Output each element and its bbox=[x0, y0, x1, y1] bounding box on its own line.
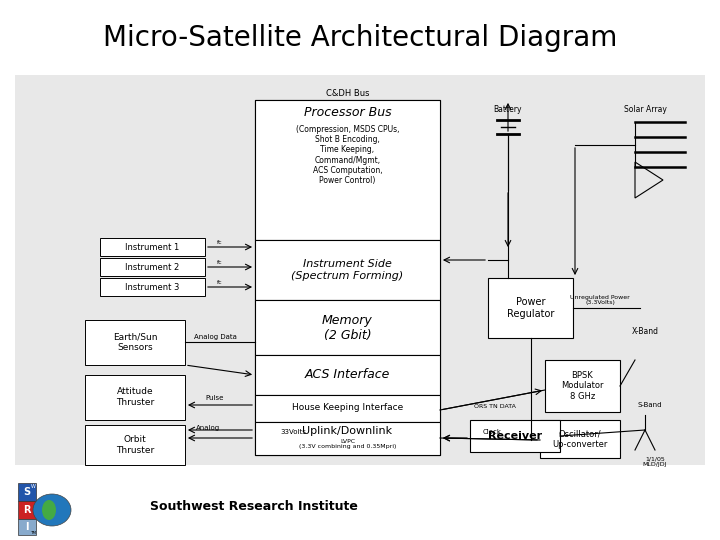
Bar bbox=[255, 395, 440, 422]
Ellipse shape bbox=[33, 494, 71, 526]
Bar bbox=[255, 422, 440, 455]
Text: Power
Regulator: Power Regulator bbox=[507, 297, 554, 319]
Text: X-Band: X-Band bbox=[631, 327, 659, 336]
Text: Instrument Side
(Spectrum Forming): Instrument Side (Spectrum Forming) bbox=[292, 259, 404, 281]
Bar bbox=[540, 420, 620, 458]
Text: Southwest Research Institute: Southwest Research Institute bbox=[150, 501, 358, 514]
Text: Analog Data: Analog Data bbox=[194, 334, 236, 340]
Text: House Keeping Interface: House Keeping Interface bbox=[292, 403, 403, 413]
Text: ORS TN DATA: ORS TN DATA bbox=[474, 404, 516, 409]
Text: Memory
(2 Gbit): Memory (2 Gbit) bbox=[322, 314, 373, 342]
Text: Oscillator/
Up-converter: Oscillator/ Up-converter bbox=[552, 429, 608, 449]
Bar bbox=[15, 75, 705, 465]
Text: S-Band: S-Band bbox=[638, 402, 662, 408]
Text: Attitude
Thruster: Attitude Thruster bbox=[116, 387, 154, 407]
Text: I: I bbox=[25, 522, 29, 532]
Text: 1/1/05
MLD/JDJ: 1/1/05 MLD/JDJ bbox=[643, 457, 667, 468]
Text: Analog: Analog bbox=[196, 425, 220, 431]
Text: TM: TM bbox=[30, 531, 36, 535]
Text: fc: fc bbox=[217, 280, 222, 285]
Bar bbox=[85, 320, 185, 365]
Text: C&DH Bus: C&DH Bus bbox=[325, 89, 369, 98]
Bar bbox=[85, 375, 185, 420]
Text: Instrument 2: Instrument 2 bbox=[125, 262, 179, 272]
Bar bbox=[488, 278, 573, 338]
Bar bbox=[255, 100, 440, 455]
Bar bbox=[255, 240, 440, 300]
Text: fc: fc bbox=[217, 240, 222, 245]
Bar bbox=[18, 483, 36, 501]
Bar bbox=[470, 420, 560, 452]
Text: Processor Bus: Processor Bus bbox=[304, 106, 391, 119]
Bar bbox=[100, 258, 205, 276]
Text: Earth/Sun
Sensors: Earth/Sun Sensors bbox=[113, 332, 157, 352]
Text: LVPC
(3.3V combining and 0.35Mpri): LVPC (3.3V combining and 0.35Mpri) bbox=[299, 438, 396, 449]
Text: Pulse: Pulse bbox=[206, 395, 224, 401]
Text: Battery: Battery bbox=[494, 105, 522, 114]
Text: 33Volts: 33Volts bbox=[280, 429, 306, 435]
Text: W: W bbox=[30, 483, 35, 489]
Text: Micro-Satellite Architectural Diagram: Micro-Satellite Architectural Diagram bbox=[103, 24, 617, 52]
Ellipse shape bbox=[42, 500, 56, 520]
Text: S: S bbox=[24, 487, 30, 497]
Text: Orbit
Thruster: Orbit Thruster bbox=[116, 435, 154, 455]
Bar bbox=[255, 300, 440, 355]
Bar bbox=[545, 360, 620, 412]
Bar bbox=[255, 100, 440, 240]
Bar bbox=[100, 278, 205, 296]
Text: Unregulated Power
(3.3Volts): Unregulated Power (3.3Volts) bbox=[570, 295, 630, 306]
Bar bbox=[85, 425, 185, 465]
Bar bbox=[100, 238, 205, 256]
Text: BPSK
Modulator
8 GHz: BPSK Modulator 8 GHz bbox=[562, 371, 604, 401]
Text: Receiver: Receiver bbox=[488, 431, 542, 441]
Bar bbox=[255, 355, 440, 395]
Text: ACS Interface: ACS Interface bbox=[305, 368, 390, 381]
Text: Solar Array: Solar Array bbox=[624, 105, 667, 114]
Bar bbox=[18, 519, 36, 535]
Text: Clock: Clock bbox=[482, 429, 502, 435]
Text: (Compression, MSDS CPUs,
Shot B Encoding,
Time Keeping,
Command/Mgmt,
ACS Comput: (Compression, MSDS CPUs, Shot B Encoding… bbox=[296, 125, 400, 186]
Text: Instrument 1: Instrument 1 bbox=[125, 242, 179, 252]
Text: fc: fc bbox=[217, 260, 222, 265]
Bar bbox=[18, 501, 36, 519]
Text: Uplink/Downlink: Uplink/Downlink bbox=[302, 426, 392, 436]
Text: Instrument 3: Instrument 3 bbox=[125, 282, 179, 292]
Text: R: R bbox=[23, 505, 31, 515]
